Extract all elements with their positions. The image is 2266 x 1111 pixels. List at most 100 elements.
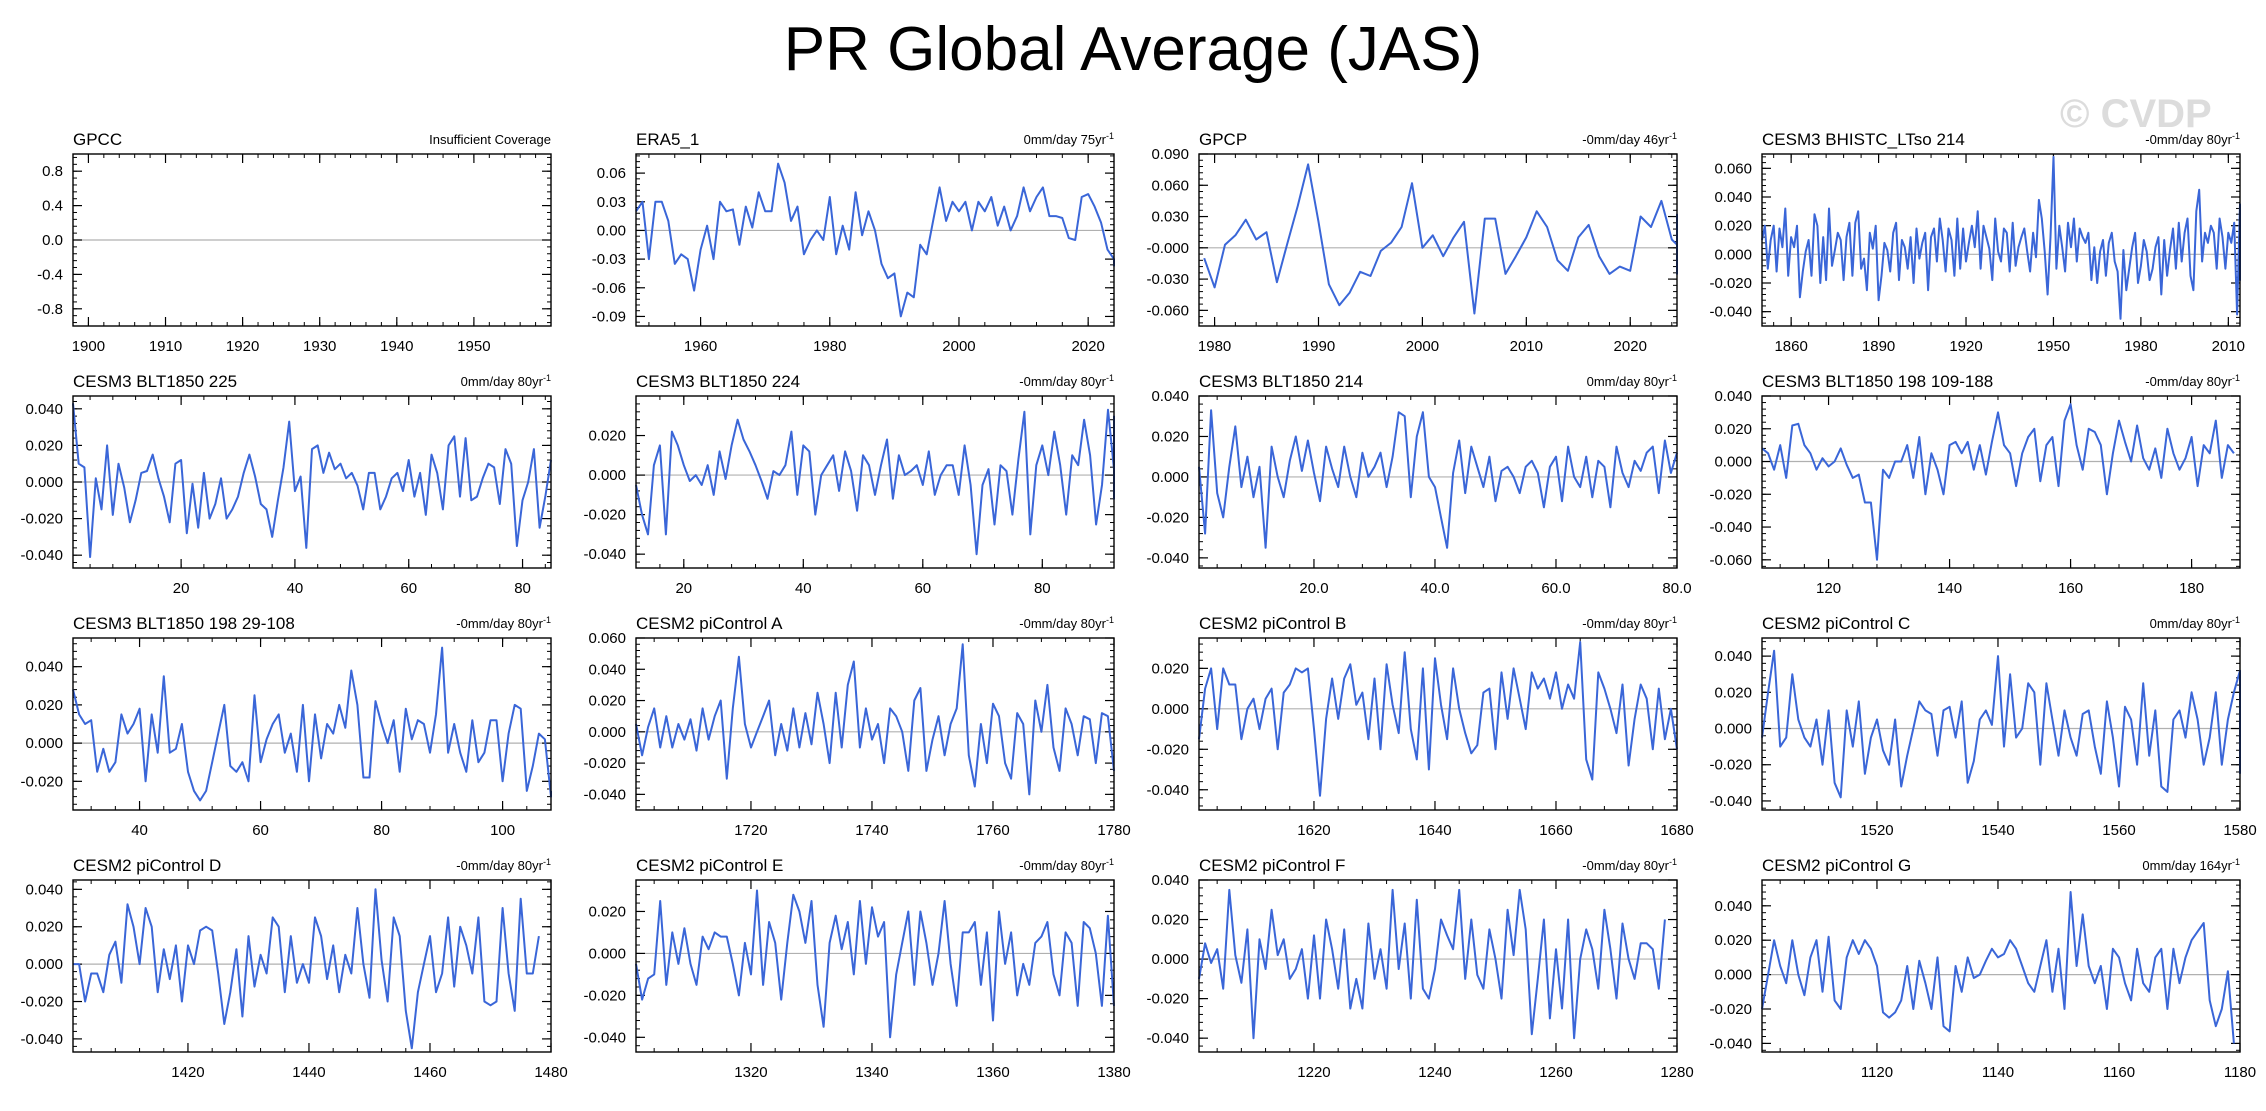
- x-tick-label: 1660: [1539, 822, 1572, 839]
- plot-frame: [1761, 637, 2241, 811]
- chart-panel: CESM2 piControl D -0mm/day 80yr-1 -0.040 -0…: [20, 856, 567, 1081]
- y-tick-label: 0.040: [588, 661, 626, 678]
- x-tick-label: 1950: [2037, 338, 2070, 355]
- x-tick-label: 1440: [292, 1064, 325, 1081]
- trend-exponent: -1: [1669, 131, 1677, 141]
- y-tick-label: -0.040: [1146, 550, 1189, 567]
- y-tick-label: 0.020: [588, 693, 626, 710]
- panel-title: CESM3 BLT1850 225: [73, 372, 237, 391]
- x-tick-label: 1560: [2102, 822, 2135, 839]
- y-tick-label: -0.040: [1146, 1030, 1189, 1047]
- y-tick-label: 0.0: [42, 232, 63, 249]
- panel-title: CESM2 piControl A: [636, 614, 783, 633]
- chart-panel: CESM3 BLT1850 224 -0mm/day 80yr-1 -0.040 -0…: [583, 372, 1115, 597]
- x-tick-label: 2000: [1406, 338, 1439, 355]
- data-series-line: [1198, 409, 1678, 549]
- trend-label: -0mm/day 80yr-1: [1019, 373, 1114, 389]
- panel-title: CESM2 piControl D: [73, 856, 221, 875]
- data-series-line: [72, 403, 552, 558]
- x-tick-label: 1420: [171, 1064, 204, 1081]
- trend-label: -0mm/day 80yr-1: [1019, 615, 1114, 631]
- plot-frame: [1198, 153, 1678, 327]
- y-tick-label: -0.8: [37, 301, 63, 318]
- trend-exponent: -1: [543, 615, 551, 625]
- trend-label: -0mm/day 80yr-1: [2145, 131, 2240, 147]
- y-tick-label: 0.090: [1151, 146, 1189, 163]
- trend-value: -0mm/day 80yr: [1019, 858, 1106, 873]
- y-tick-label: -0.06: [592, 280, 626, 297]
- y-tick-label: 0.000: [1151, 701, 1189, 718]
- x-tick-label: 1540: [1981, 822, 2014, 839]
- y-tick-label: 0.000: [25, 956, 63, 973]
- x-tick-label: 1320: [734, 1064, 767, 1081]
- chart-panel: GPCP -0mm/day 46yr-1 -0.060 -0.030 -0.000 0.0…: [1146, 130, 1678, 355]
- plot-frame: [1198, 879, 1678, 1053]
- y-tick-label: 0.060: [588, 630, 626, 647]
- plot-frame: [1198, 395, 1678, 569]
- panel-title: CESM3 BLT1850 198 109-188: [1762, 372, 1993, 391]
- y-tick-label: -0.040: [1146, 782, 1189, 799]
- y-tick-label: -0.020: [583, 987, 626, 1004]
- y-tick-label: -0.020: [1709, 757, 1752, 774]
- x-tick-label: 1930: [303, 338, 336, 355]
- x-tick-label: 60: [914, 580, 931, 597]
- plot-frame: [635, 153, 1115, 327]
- y-tick-label: -0.020: [1709, 486, 1752, 503]
- x-tick-label: 20: [675, 580, 692, 597]
- y-tick-label: -0.040: [1709, 304, 1752, 321]
- y-tick-label: 0.000: [1151, 469, 1189, 486]
- x-tick-label: 180: [2179, 580, 2204, 597]
- trend-exponent: -1: [2232, 373, 2240, 383]
- data-series-line: [1761, 155, 2241, 320]
- trend-value: 0mm/day 80yr: [1587, 374, 1670, 389]
- y-tick-label: 0.020: [25, 919, 63, 936]
- trend-exponent: -1: [1106, 857, 1114, 867]
- trend-value: -0mm/day 80yr: [1582, 858, 1669, 873]
- data-series-line: [635, 643, 1115, 796]
- x-tick-label: 1720: [734, 822, 767, 839]
- x-tick-label: 40: [287, 580, 304, 597]
- x-tick-label: 20: [173, 580, 190, 597]
- data-series-line: [635, 408, 1115, 556]
- chart-panel: CESM3 BLT1850 214 0mm/day 80yr-1 -0.040 -0.…: [1146, 372, 1691, 597]
- x-tick-label: 1920: [1949, 338, 1982, 355]
- chart-panel: CESM3 BLT1850 225 0mm/day 80yr-1 -0.040 -0.…: [20, 372, 552, 597]
- y-tick-label: -0.040: [1709, 793, 1752, 810]
- x-tick-label: 2020: [1071, 338, 1104, 355]
- y-tick-label: 0.4: [42, 198, 63, 215]
- x-tick-label: 20.0: [1299, 580, 1328, 597]
- panel-title: CESM2 piControl E: [636, 856, 783, 875]
- y-tick-label: 0.040: [1714, 648, 1752, 665]
- y-tick-label: -0.020: [1146, 741, 1189, 758]
- x-tick-label: 1280: [1660, 1064, 1693, 1081]
- chart-panel: CESM2 piControl B -0mm/day 80yr-1 -0.040 -0…: [1146, 614, 1693, 839]
- x-tick-label: 1950: [457, 338, 490, 355]
- x-tick-label: 1980: [1198, 338, 1231, 355]
- y-tick-label: 0.020: [1151, 428, 1189, 445]
- y-tick-label: 0.040: [1714, 388, 1752, 405]
- y-tick-label: 0.000: [1714, 967, 1752, 984]
- x-tick-label: 80.0: [1662, 580, 1691, 597]
- x-tick-label: 60.0: [1541, 580, 1570, 597]
- x-tick-label: 1890: [1862, 338, 1895, 355]
- plot-frame: [72, 879, 552, 1053]
- y-tick-label: -0.09: [592, 308, 626, 325]
- y-tick-label: -0.060: [1709, 552, 1752, 569]
- y-tick-label: -0.030: [1146, 271, 1189, 288]
- plot-frame: [1761, 153, 2241, 327]
- y-tick-label: -0.020: [583, 507, 626, 524]
- y-tick-label: -0.040: [1709, 1035, 1752, 1052]
- trend-label: -0mm/day 46yr-1: [1582, 131, 1677, 147]
- data-series-line: [1761, 891, 2235, 1044]
- x-tick-label: 1620: [1297, 822, 1330, 839]
- y-tick-label: -0.020: [1146, 991, 1189, 1008]
- x-tick-label: 1900: [72, 338, 105, 355]
- y-tick-label: -0.040: [583, 786, 626, 803]
- trend-value: -0mm/day 80yr: [2145, 132, 2232, 147]
- x-tick-label: 1780: [1097, 822, 1130, 839]
- y-tick-label: 0.000: [1714, 454, 1752, 471]
- y-tick-label: -0.060: [1146, 302, 1189, 319]
- data-series-line: [1203, 163, 1678, 315]
- y-tick-label: 0.060: [1714, 160, 1752, 177]
- trend-value: -0mm/day 80yr: [1582, 616, 1669, 631]
